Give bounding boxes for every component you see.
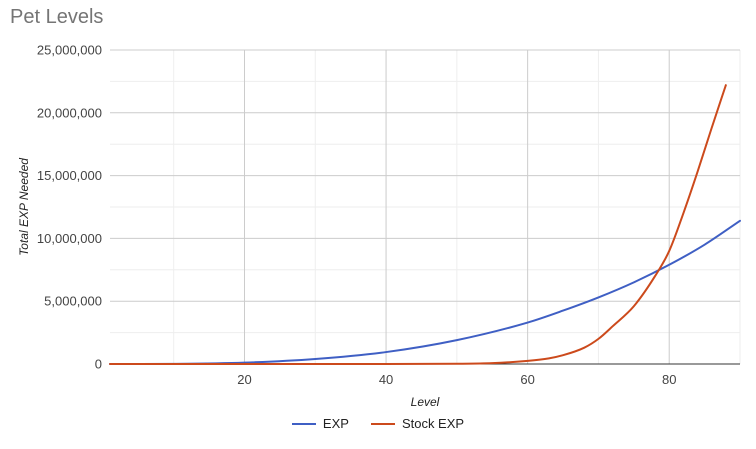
x-tick-label: 60 (520, 372, 534, 387)
y-axis-label: Total EXP Needed (17, 158, 31, 256)
y-tick-label: 10,000,000 (37, 231, 102, 246)
x-tick-label: 80 (662, 372, 676, 387)
series-line-1 (109, 84, 727, 366)
y-tick-label: 25,000,000 (37, 43, 102, 58)
y-tick-label: 15,000,000 (37, 168, 102, 183)
legend-label: EXP (322, 416, 349, 431)
legend-swatch (370, 422, 395, 425)
y-tick-label: 0 (95, 357, 102, 372)
series-line-0 (109, 219, 741, 365)
x-tick-label: 20 (237, 372, 251, 387)
y-axis-tick-labels: 0 5,000,000 10,000,000 15,000,000 20,000,000… (37, 43, 102, 372)
x-axis-label: Level (411, 395, 440, 409)
legend-item: EXP (291, 416, 349, 431)
major-gridlines (110, 49, 740, 365)
x-axis-tick-labels: 20 40 60 80 (237, 372, 676, 387)
y-tick-label: 5,000,000 (44, 294, 102, 309)
legend-swatch (291, 422, 316, 425)
y-tick-label: 20,000,000 (37, 105, 102, 120)
legend-label: Stock EXP (401, 416, 465, 431)
x-tick-label: 40 (379, 372, 393, 387)
legend-item: Stock EXP (370, 416, 465, 431)
series-layer (109, 84, 741, 366)
legend: EXP Stock EXP (0, 416, 756, 431)
chart-title: Pet Levels (10, 6, 104, 28)
minor-gridlines (110, 50, 741, 364)
